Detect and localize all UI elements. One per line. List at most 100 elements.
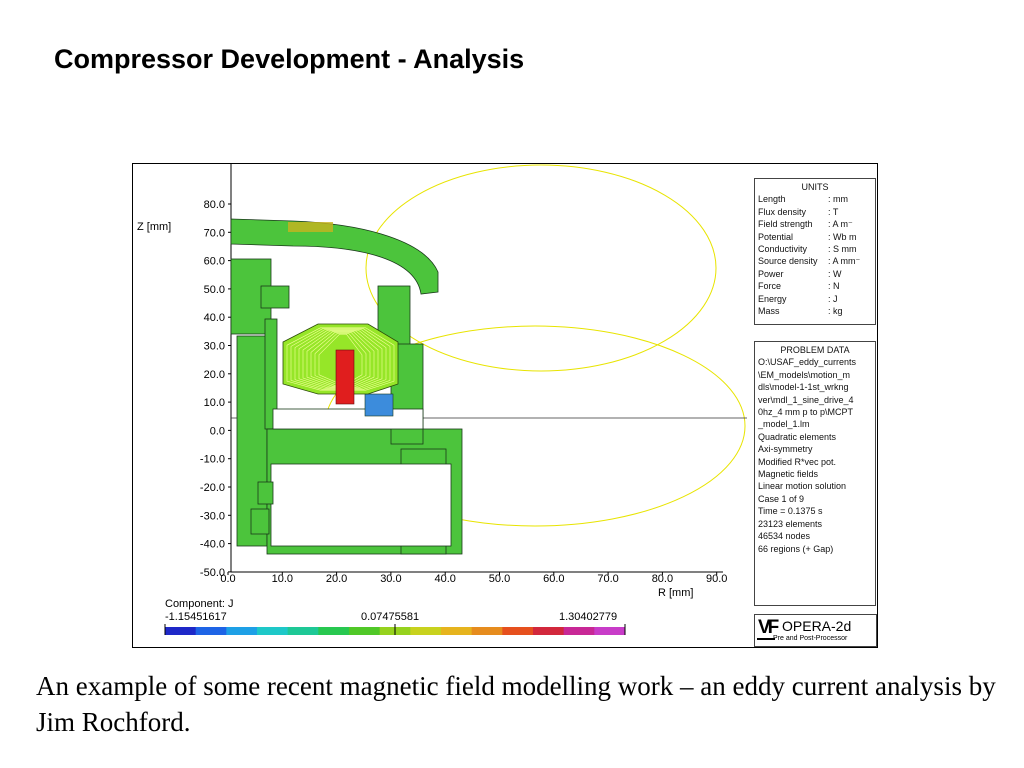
- problem-data-line: Case 1 of 9: [758, 493, 805, 504]
- flux-loop-upper: [365, 164, 717, 372]
- problem-data-line: ver\mdl_1_sine_drive_4: [758, 394, 854, 405]
- coil-contour-line: [298, 329, 383, 389]
- colorbar-segment: [594, 627, 626, 635]
- colorbar-segment: [195, 627, 227, 635]
- problem-data-line: \EM_models\motion_m: [758, 369, 851, 380]
- z-tick-label: 50.0: [204, 284, 225, 296]
- opera-subtitle: Pre and Post-Processor: [773, 635, 848, 642]
- r-tick-label: 70.0: [597, 573, 618, 585]
- units-row-value: : mm: [828, 194, 848, 205]
- units-row-value: : W: [828, 268, 842, 279]
- units-row-label: Power: [758, 268, 784, 279]
- z-tick-label: 0.0: [210, 425, 225, 437]
- r-tick-label: 80.0: [652, 573, 673, 585]
- units-row: Energy : J: [758, 293, 872, 305]
- r-tick-label: 20.0: [326, 573, 347, 585]
- units-row-label: Length: [758, 194, 786, 205]
- coil-contour-line: [314, 333, 367, 385]
- problem-data-line: 46534 nodes: [758, 531, 811, 542]
- problem-data-line: 66 regions (+ Gap): [758, 543, 834, 554]
- gap-slot: [272, 408, 424, 430]
- units-row-label: Flux density: [758, 206, 807, 217]
- z-tick-label: -50.0: [200, 567, 225, 579]
- colorbar-mid-label: 0.07475581: [361, 611, 419, 623]
- z-tick-label: 70.0: [204, 227, 225, 239]
- units-row: Field strength : A m⁻: [758, 218, 872, 230]
- problem-data-line: Magnetic fields: [758, 469, 819, 480]
- opera-brand-name: OPERA-2d: [782, 618, 852, 634]
- colorbar-max-label: 1.30402779: [559, 611, 617, 623]
- outer-yoke-arc: [230, 218, 439, 295]
- colorbar-segment: [410, 627, 442, 635]
- r-tick-label: 10.0: [272, 573, 293, 585]
- opera-logo: VF OPERA-2d Pre and Post-Processor: [754, 614, 877, 647]
- coil-contour-line: [286, 327, 395, 391]
- r-tick-label: 50.0: [489, 573, 510, 585]
- problem-data-line: Time = 0.1375 s: [758, 506, 823, 517]
- z-tick-label: 40.0: [204, 312, 225, 324]
- units-row: Flux density : T: [758, 206, 872, 218]
- z-tick-label: -40.0: [200, 539, 225, 551]
- colorbar-segment: [226, 627, 258, 635]
- colorbar-segment: [502, 627, 534, 635]
- coil-contour-line: [290, 328, 391, 390]
- base-cutout: [270, 463, 452, 547]
- vf-logo-bar: [757, 638, 775, 640]
- z-tick-label: 80.0: [204, 199, 225, 211]
- slide-title: Compressor Development - Analysis: [54, 44, 525, 74]
- z-axis-label: Z [mm]: [137, 221, 171, 233]
- units-row-label: Energy: [758, 293, 787, 304]
- colorbar-segment: [471, 627, 503, 635]
- lower-tab-1: [250, 508, 270, 535]
- problem-data-line: O:\USAF_eddy_currents: [758, 357, 857, 368]
- units-row-label: Source density: [758, 256, 818, 267]
- coil-contour-line: [302, 330, 379, 388]
- units-row-value: : kg: [828, 306, 843, 317]
- units-row-label: Force: [758, 281, 782, 292]
- r-axis-label: R [mm]: [658, 587, 693, 599]
- units-row-label: Field strength: [758, 219, 813, 230]
- colorbar-segment: [257, 627, 289, 635]
- z-tick-label: 10.0: [204, 397, 225, 409]
- colorbar-component-label: Component: J: [165, 598, 233, 610]
- r-tick-label: 40.0: [434, 573, 455, 585]
- units-row-value: : J: [828, 293, 838, 304]
- units-row: Potential: Wb m: [758, 231, 872, 243]
- units-row-value: : S mm: [828, 244, 857, 255]
- units-row-label: Conductivity: [758, 244, 808, 255]
- coil-contour-line: [294, 329, 387, 389]
- z-tick-label: 30.0: [204, 341, 225, 353]
- r-tick-label: 0.0: [220, 573, 235, 585]
- units-row: Mass: kg: [758, 305, 872, 317]
- problem-data-line: dls\model-1-1st_wrkng: [758, 382, 849, 393]
- low-current-region: [364, 393, 394, 417]
- field-plot-svg: 80.0 70.0 60.0 50.0 40.0 30.0 20.0 10.0 0.0 -10.0…: [137, 164, 747, 635]
- problem-data-line: Modified R*vec pot.: [758, 456, 837, 467]
- problem-data-line: Axi-symmetry: [758, 444, 813, 455]
- colorbar-segment: [563, 627, 595, 635]
- colorbar-segment: [533, 627, 565, 635]
- colorbar-segment: [441, 627, 473, 635]
- colorbar-min-label: -1.15451617: [165, 611, 227, 623]
- slide-caption: An example of some recent magnetic field…: [36, 671, 996, 737]
- coil-contour-line: [318, 333, 363, 385]
- colorbar-segment: [318, 627, 350, 635]
- units-row: Power : W: [758, 268, 872, 280]
- units-row: Force: N: [758, 280, 872, 292]
- units-row-value: : A mm⁻: [828, 256, 861, 267]
- problem-data-line: Quadratic elements: [758, 431, 837, 442]
- r-tick-label: 30.0: [380, 573, 401, 585]
- problem-data-line: 0hz_4 mm p to p\MCPT: [758, 407, 854, 418]
- problem-data-line: _model_1.lm: [758, 419, 810, 430]
- units-row-value: : A m⁻: [828, 219, 853, 230]
- colorbar-segment: [287, 627, 319, 635]
- units-panel: UNITS Length: mm Flux density: T Field str…: [754, 178, 876, 325]
- problem-data-panel: PROBLEM DATA O:\USAF_eddy_currents \EM_mo…: [754, 341, 876, 606]
- problem-data-line: 23123 elements: [758, 518, 823, 529]
- units-row-value: : T: [828, 206, 839, 217]
- problem-data-line: Linear motion solution: [758, 481, 847, 492]
- z-tick-label: -10.0: [200, 454, 225, 466]
- colorbar-segment: [349, 627, 381, 635]
- coil-contour-line: [310, 332, 371, 386]
- units-row: Conductivity : S mm: [758, 243, 872, 255]
